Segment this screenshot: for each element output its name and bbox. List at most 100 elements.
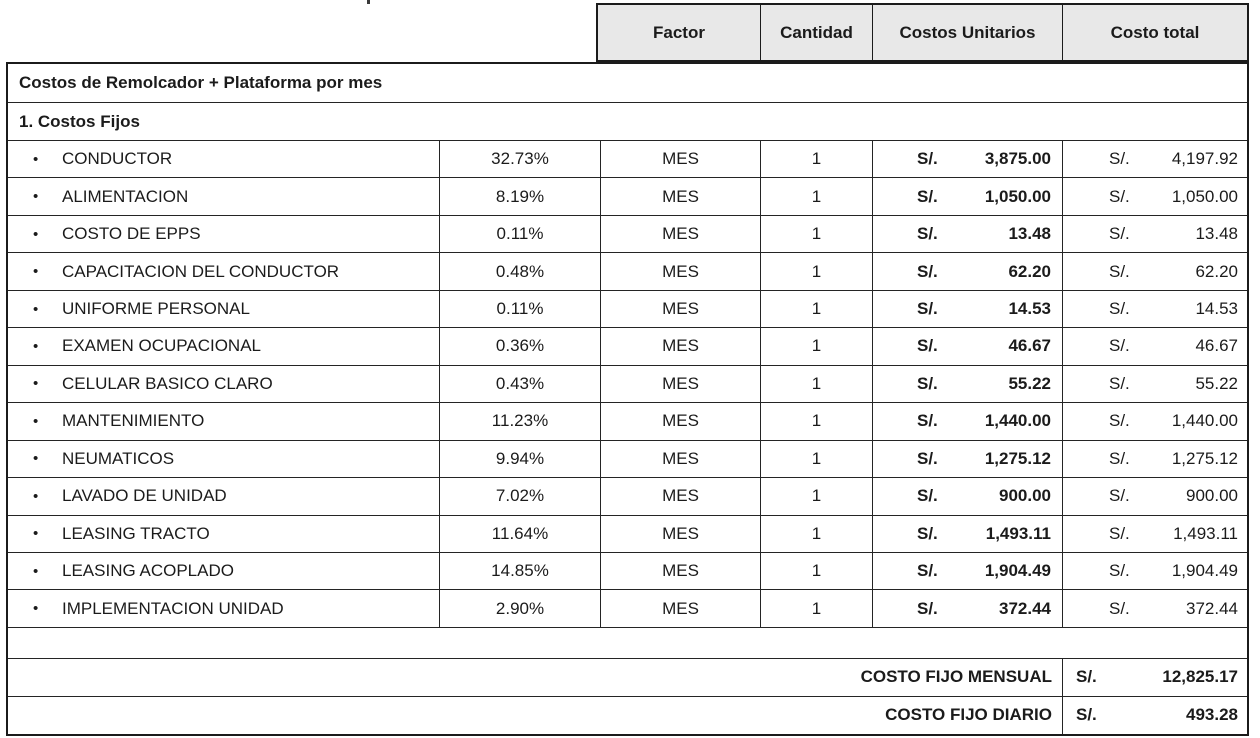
unit-cost-cell: S/. 62.20 [872,253,1062,290]
spacer-row [8,626,1247,658]
table-row: • COSTO DE EPPS 0.11% MES 1 S/. 13.48 S/… [8,214,1247,253]
currency-symbol: S/. [1109,448,1130,468]
item-name: LAVADO DE UNIDAD [62,486,227,506]
unit-cost-cell: S/. 3,875.00 [872,141,1062,178]
summary-label: COSTO FIJO MENSUAL [860,667,1052,687]
currency-symbol: S/. [1109,186,1130,206]
currency-symbol: S/. [917,598,938,618]
column-header-factor: Factor [653,22,705,42]
currency-symbol: S/. [1109,224,1130,244]
unit-cell: MES [600,590,760,627]
table-row: • ALIMENTACION 8.19% MES 1 S/. 1,050.00 … [8,177,1247,215]
table-row: • CELULAR BASICO CLARO 0.43% MES 1 S/. 5… [8,364,1247,403]
currency-symbol: S/. [1109,336,1130,356]
item-name-cell: • EXAMEN OCUPACIONAL [8,328,439,364]
total-cost-cell: S/. 372.44 [1062,590,1247,627]
currency-symbol: S/. [1109,261,1130,281]
unit-cost-amount: 1,050.00 [984,186,1051,206]
unit-cell: MES [600,440,760,478]
total-cost-cell: S/. 1,050.00 [1062,178,1247,215]
column-header-costo-total: Costo total [1062,5,1247,60]
unit-cost-cell: S/. 900.00 [872,478,1062,515]
item-name: LEASING TRACTO [62,523,210,543]
table-row: • IMPLEMENTACION UNIDAD 2.90% MES 1 S/. … [8,589,1247,627]
currency-symbol: S/. [917,561,938,581]
currency-symbol: S/. [1109,523,1130,543]
factor-cell: 0.11% [439,215,600,253]
total-cost-cell: S/. 62.20 [1062,253,1247,290]
item-name: ALIMENTACION [62,186,189,206]
factor-cell: 11.23% [439,403,600,440]
unit-cost-cell: S/. 14.53 [872,290,1062,328]
quantity-cell: 1 [760,440,872,478]
summary-value-cell: S/. 493.28 [1062,696,1247,734]
bullet-icon: • [33,450,39,468]
quantity-cell: 1 [760,290,872,328]
factor-cell: 0.11% [439,290,600,328]
currency-symbol: S/. [917,373,938,393]
total-cost-amount: 900.00 [1186,486,1238,506]
currency-symbol: S/. [1109,561,1130,581]
currency-symbol: S/. [1109,486,1130,506]
unit-cell: MES [600,478,760,515]
total-cost-amount: 1,904.49 [1171,561,1238,581]
table-row: • CAPACITACION DEL CONDUCTOR 0.48% MES 1… [8,252,1247,290]
total-cost-amount: 14.53 [1195,299,1238,319]
unit-cell: MES [600,515,760,552]
unit-cell: MES [600,328,760,365]
quantity-cell: 1 [760,590,872,627]
unit-cost-cell: S/. 13.48 [872,215,1062,253]
currency-symbol: S/. [1109,149,1130,169]
unit-cell: MES [600,552,760,590]
factor-cell: 14.85% [439,552,600,590]
item-name-cell: • MANTENIMIENTO [8,403,439,439]
total-cost-cell: S/. 55.22 [1062,365,1247,403]
currency-symbol: S/. [917,523,938,543]
section-row-costos-fijos: 1. Costos Fijos [8,102,1247,140]
item-name: UNIFORME PERSONAL [62,299,250,319]
unit-cell: MES [600,215,760,253]
total-cost-amount: 4,197.92 [1171,149,1238,169]
bullet-icon: • [33,300,39,318]
total-cost-cell: S/. 46.67 [1062,328,1247,365]
unit-cost-amount: 900.00 [999,486,1051,506]
currency-symbol: S/. [917,411,938,431]
bullet-icon: • [33,150,39,168]
quantity-cell: 1 [760,253,872,290]
unit-cost-amount: 1,493.11 [985,523,1051,543]
total-cost-cell: S/. 4,197.92 [1062,141,1247,178]
bullet-icon: • [33,375,39,393]
currency-symbol: S/. [1076,705,1097,725]
currency-symbol: S/. [917,448,938,468]
unit-cost-cell: S/. 1,275.12 [872,440,1062,478]
unit-cost-cell: S/. 1,493.11 [872,515,1062,552]
factor-cell: 0.48% [439,253,600,290]
bullet-icon: • [33,412,39,430]
factor-cell: 9.94% [439,440,600,478]
table-row: • NEUMATICOS 9.94% MES 1 S/. 1,275.12 S/… [8,439,1247,478]
bullet-icon: • [33,600,39,618]
item-name: MANTENIMIENTO [62,411,205,431]
section-title: 1. Costos Fijos [19,111,140,131]
quantity-cell: 1 [760,365,872,403]
unit-cell: MES [600,141,760,178]
bullet-icon: • [33,263,39,281]
unit-cell: MES [600,178,760,215]
item-name-cell: • UNIFORME PERSONAL [8,291,439,327]
currency-symbol: S/. [1109,598,1130,618]
total-cost-cell: S/. 13.48 [1062,215,1247,253]
bullet-icon: • [33,562,39,580]
quantity-cell: 1 [760,403,872,440]
total-cost-amount: 1,440.00 [1171,411,1238,431]
cost-table: Costos de Remolcador + Plataforma por me… [6,62,1249,736]
item-name: LEASING ACOPLADO [62,561,234,581]
currency-symbol: S/. [917,336,938,356]
unit-cost-cell: S/. 1,904.49 [872,552,1062,590]
table-row: • UNIFORME PERSONAL 0.11% MES 1 S/. 14.5… [8,289,1247,328]
unit-cost-cell: S/. 46.67 [872,328,1062,365]
currency-symbol: S/. [1109,299,1130,319]
currency-symbol: S/. [1076,667,1097,687]
factor-cell: 2.90% [439,590,600,627]
quantity-cell: 1 [760,478,872,515]
total-cost-amount: 1,050.00 [1171,186,1238,206]
